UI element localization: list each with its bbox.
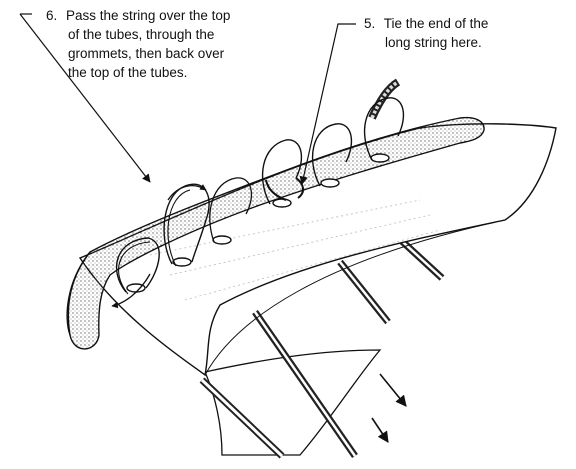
callout-leaders	[19, 13, 356, 185]
callout-6-line-2: of the tubes, through the	[68, 27, 214, 42]
callout-6-line-4: the top of the tubes.	[68, 65, 187, 80]
callout-6-line-1: Pass the string over the top	[66, 8, 230, 23]
rope-end	[368, 78, 401, 120]
curved-sheet	[78, 123, 557, 377]
callout-5-line-2: long string here.	[385, 35, 482, 50]
direction-arrows	[111, 184, 407, 443]
main-tube	[66, 116, 485, 350]
callout-5-number: 5.	[364, 16, 375, 31]
callout-5-line-1: Tie the end of the	[384, 16, 489, 31]
callout-6-line-3: grommets, then back over	[68, 46, 225, 61]
svg-text:6. Pass the string over: 6. Pass the string over the top	[46, 8, 230, 23]
callout-6: 6. Pass the string over the top of the t…	[46, 8, 230, 80]
callout-5: 5. Tie the end of the long string here.	[364, 16, 488, 50]
callout-6-number: 6.	[46, 8, 57, 23]
svg-text:5. Tie the end of the: 5. Tie the end of the	[364, 16, 488, 31]
